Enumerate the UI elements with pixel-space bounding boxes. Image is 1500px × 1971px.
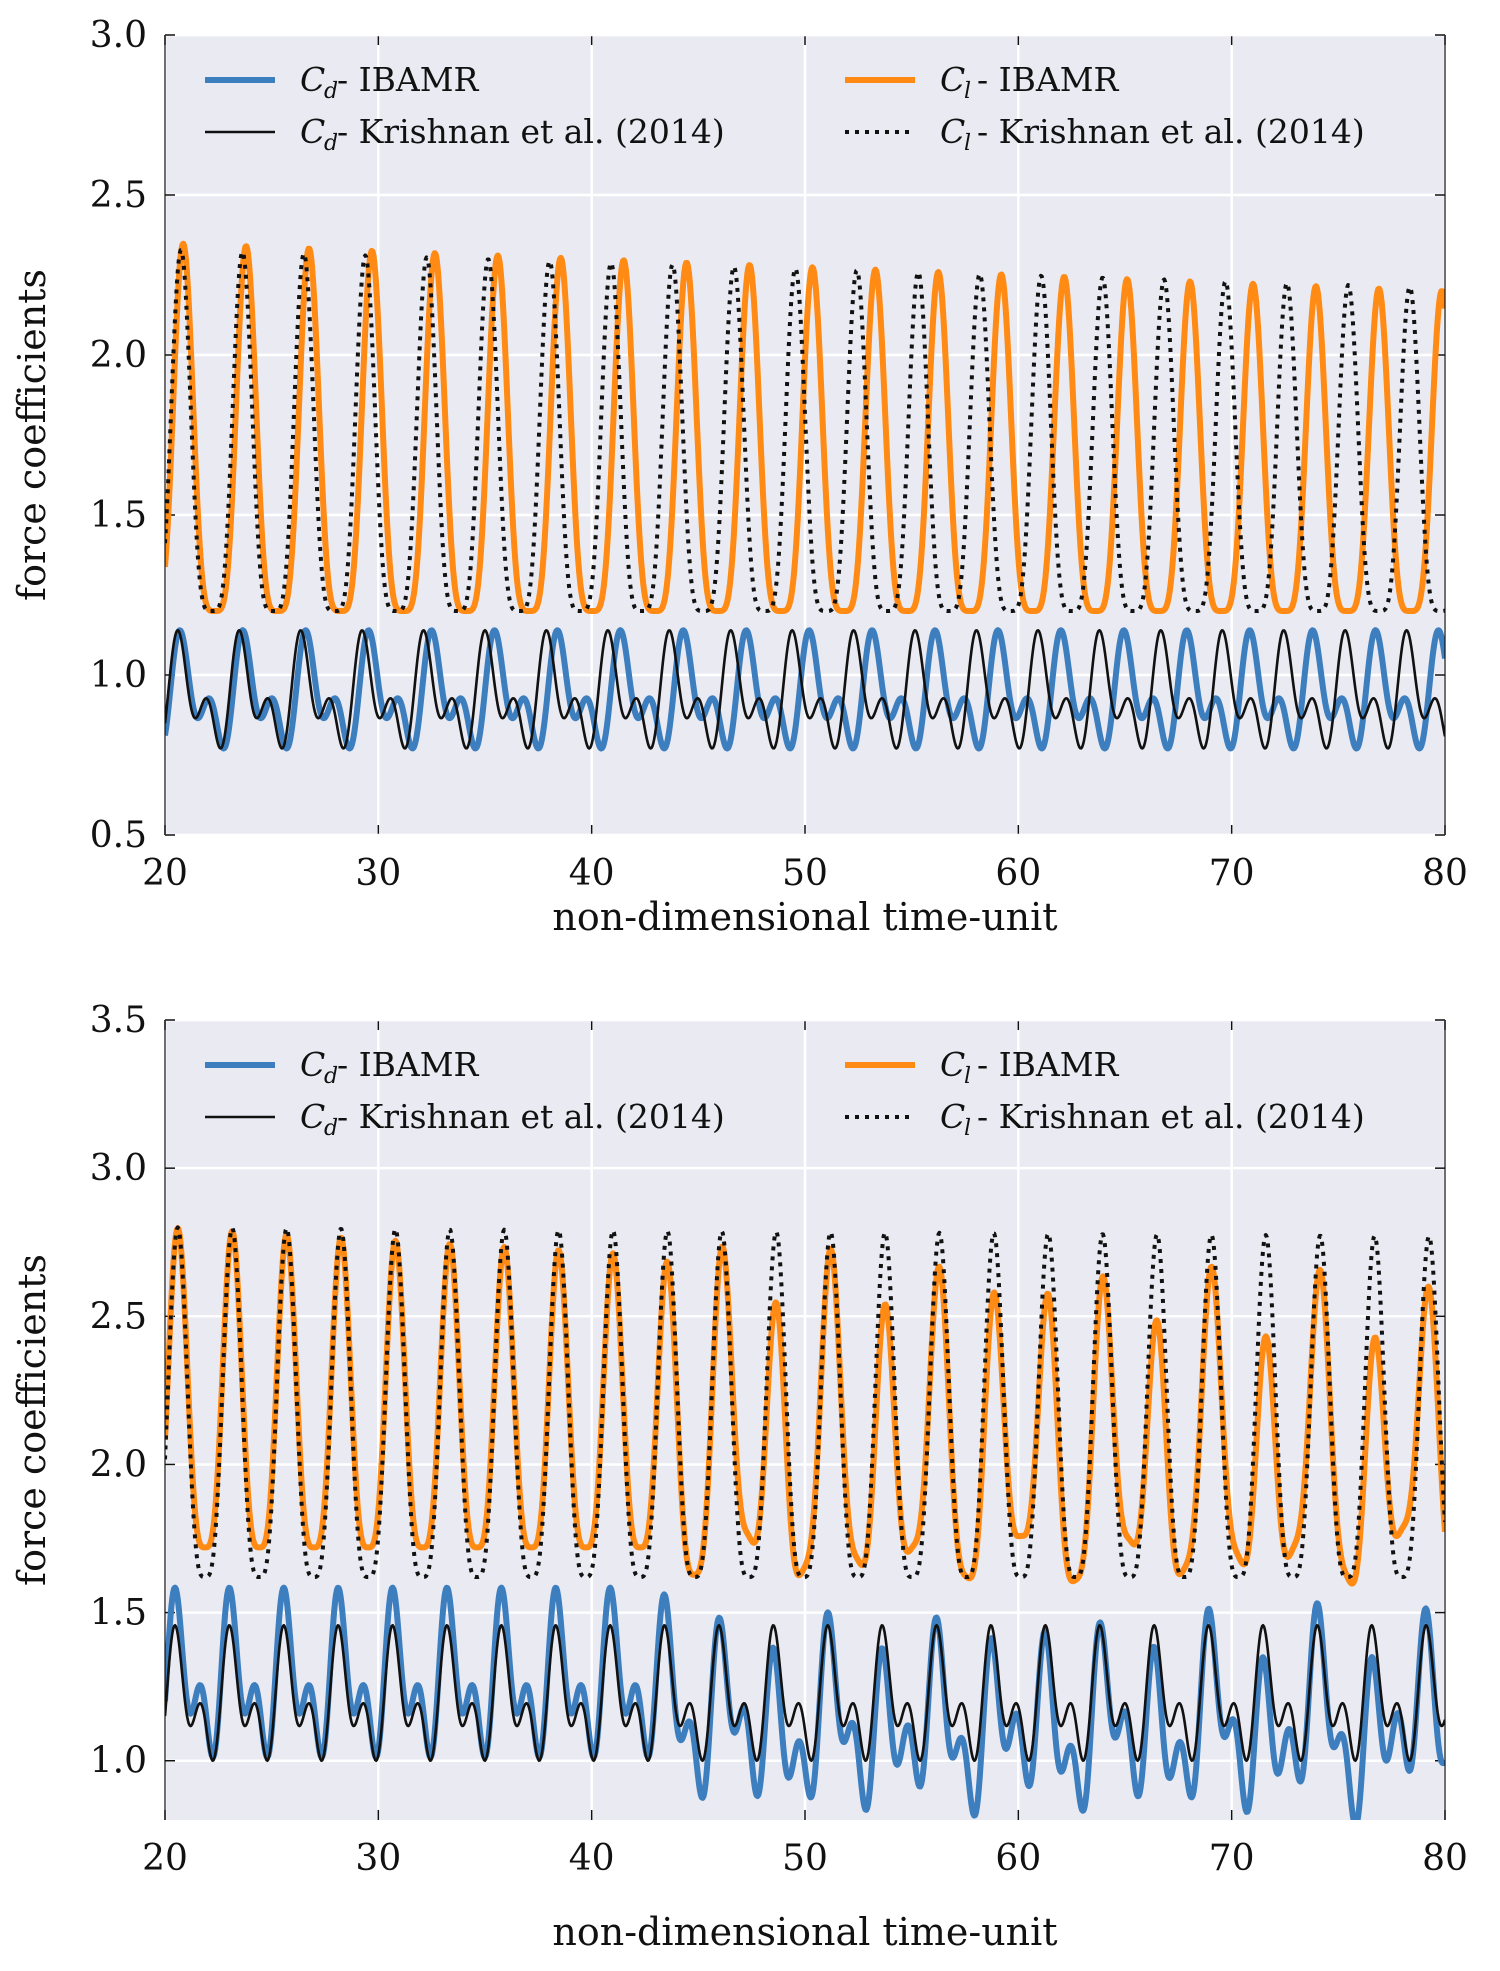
x-tick-label: 40 bbox=[569, 853, 615, 894]
legend-label: - Krishnan et al. (2014) bbox=[977, 112, 1365, 151]
y-tick-label: 2.0 bbox=[90, 335, 147, 376]
y-tick-label: 1.5 bbox=[90, 495, 147, 536]
legend-label: - IBAMR bbox=[977, 1045, 1120, 1084]
legend-symbol: C bbox=[300, 60, 325, 99]
x-tick-label: 70 bbox=[1209, 1838, 1255, 1879]
series-line-c-l-krishnan-et-al-2014 bbox=[165, 248, 1445, 613]
x-tick-label: 20 bbox=[142, 853, 188, 894]
y-tick-label: 3.5 bbox=[90, 1000, 147, 1041]
series-line-c-l-krishnan-et-al-2014 bbox=[165, 1225, 1445, 1580]
x-tick-label: 60 bbox=[995, 1838, 1041, 1879]
chart-panel-1: 20 30 40 50 60 70 80 0.5 1.0 1.5 2.0 2.5 3.0 Cd - IBA… bbox=[10, 15, 1468, 939]
x-tick-label: 80 bbox=[1422, 1838, 1468, 1879]
x-axis-label: non-dimensional time-unit bbox=[552, 895, 1057, 939]
legend-subscript: d bbox=[324, 131, 338, 156]
series-group bbox=[165, 1225, 1445, 1820]
y-axis-label: force coefficients bbox=[10, 269, 54, 601]
x-tick-label: 50 bbox=[782, 1838, 828, 1879]
legend-symbol: C bbox=[940, 1097, 965, 1136]
legend-subscript: l bbox=[964, 79, 971, 104]
y-tick-label: 3.0 bbox=[90, 1148, 147, 1189]
x-tick-label: 30 bbox=[355, 853, 401, 894]
legend-label: - Krishnan et al. (2014) bbox=[337, 1097, 725, 1136]
y-axis-label: force coefficients bbox=[10, 1254, 54, 1586]
chart-panel-2: 20 30 40 50 60 70 80 1.0 1.5 2.0 2.5 3.0 3.5 Cd - IBA… bbox=[10, 1000, 1468, 1954]
legend: Cd - IBAMR Cl - IBAMR Cd - Krishnan et al.… bbox=[205, 1045, 1365, 1141]
legend-symbol: C bbox=[940, 112, 965, 151]
y-tick-label: 1.0 bbox=[90, 1741, 147, 1782]
legend-subscript: d bbox=[324, 1064, 338, 1089]
series-line-c-d-krishnan-et-al-2014 bbox=[165, 1623, 1445, 1763]
x-tick-label: 50 bbox=[782, 853, 828, 894]
legend-subscript: l bbox=[964, 1064, 971, 1089]
x-tick-label: 70 bbox=[1209, 853, 1255, 894]
y-tick-label: 1.0 bbox=[90, 655, 147, 696]
legend-symbol: C bbox=[300, 1045, 325, 1084]
series-line-c-d-ibamr bbox=[165, 627, 1445, 752]
x-tick-label: 20 bbox=[142, 1838, 188, 1879]
y-tick-label: 1.5 bbox=[90, 1593, 147, 1634]
y-tick-label: 2.5 bbox=[90, 175, 147, 216]
legend-subscript: l bbox=[964, 131, 971, 156]
legend-label: - IBAMR bbox=[977, 60, 1120, 99]
x-tick-label: 80 bbox=[1422, 853, 1468, 894]
series-line-c-d-krishnan-et-al-2014 bbox=[165, 628, 1445, 750]
legend: Cd - IBAMR Cl - IBAMR Cd - Krishnan et al.… bbox=[205, 60, 1365, 156]
legend-symbol: C bbox=[300, 1097, 325, 1136]
legend-subscript: d bbox=[324, 79, 338, 104]
legend-label: - IBAMR bbox=[337, 60, 480, 99]
y-tick-label: 2.0 bbox=[90, 1444, 147, 1485]
series-group bbox=[165, 240, 1445, 752]
legend-symbol: C bbox=[940, 1045, 965, 1084]
legend-symbol: C bbox=[300, 112, 325, 151]
legend-label: - Krishnan et al. (2014) bbox=[337, 112, 725, 151]
x-axis-label: non-dimensional time-unit bbox=[552, 1910, 1057, 1954]
y-tick-label: 3.0 bbox=[90, 15, 147, 56]
x-tick-label: 40 bbox=[569, 1838, 615, 1879]
legend-label: - Krishnan et al. (2014) bbox=[977, 1097, 1365, 1136]
y-tick-label: 0.5 bbox=[90, 815, 147, 856]
y-tick-label: 2.5 bbox=[90, 1296, 147, 1337]
series-line-c-l-ibamr bbox=[165, 240, 1445, 614]
legend-symbol: C bbox=[940, 60, 965, 99]
legend-subscript: d bbox=[324, 1116, 338, 1141]
legend-subscript: l bbox=[964, 1116, 971, 1141]
legend-label: - IBAMR bbox=[337, 1045, 480, 1084]
x-tick-label: 30 bbox=[355, 1838, 401, 1879]
x-tick-label: 60 bbox=[995, 853, 1041, 894]
